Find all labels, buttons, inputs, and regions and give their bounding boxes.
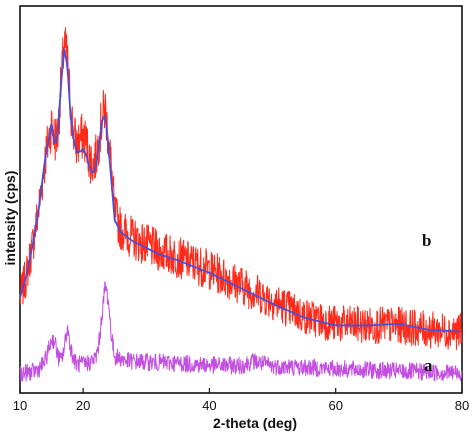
series-a-noisy-line: [19, 281, 463, 382]
y-axis-title: intensity (cps): [2, 171, 18, 266]
curve-label-a: a: [424, 356, 433, 375]
series-layer: [19, 27, 463, 382]
x-tick-label: 10: [13, 398, 27, 413]
x-tick-label: 60: [328, 398, 342, 413]
plot-area: 10 20 40 60 80: [13, 5, 469, 413]
curve-label-b: b: [422, 231, 431, 250]
series-b-smooth-line: [19, 48, 461, 333]
plot-frame: [19, 5, 463, 394]
x-ticks: 10 20 40 60 80: [13, 388, 469, 413]
x-tick-label: 40: [202, 398, 216, 413]
x-tick-label: 20: [76, 398, 90, 413]
x-tick-label: 80: [455, 398, 469, 413]
series-b-noisy-line: [19, 27, 463, 351]
x-axis-title: 2-theta (deg): [213, 415, 297, 431]
